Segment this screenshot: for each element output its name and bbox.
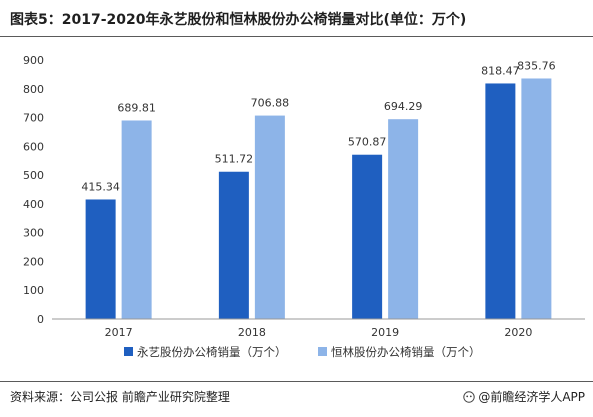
value-label: 706.88	[251, 97, 290, 110]
value-label: 511.72	[215, 153, 254, 166]
legend-swatch	[318, 347, 327, 356]
y-tick-label: 600	[23, 140, 44, 153]
bar-yongyi	[218, 171, 249, 319]
legend-label: 永艺股份办公椅销量（万个）	[137, 345, 287, 359]
x-axis: 2017 2018 2019 2020	[105, 326, 533, 339]
value-label: 415.34	[81, 180, 120, 193]
bar-henglin	[254, 115, 285, 319]
x-tick-label: 2017	[105, 326, 133, 339]
y-tick-label: 200	[23, 255, 44, 268]
value-label: 818.47	[481, 64, 520, 77]
value-label: 694.29	[384, 100, 423, 113]
y-tick-label: 0	[37, 313, 44, 326]
bar-henglin	[388, 119, 419, 320]
legend: 永艺股份办公椅销量（万个） 恒林股份办公椅销量（万个）	[124, 345, 481, 359]
y-tick-label: 800	[23, 83, 44, 96]
bar-henglin	[521, 78, 552, 319]
y-tick-label: 900	[23, 54, 44, 67]
source-note: 资料来源：公司公报 前瞻产业研究院整理	[10, 390, 230, 404]
chart-title: 图表5：2017-2020年永艺股份和恒林股份办公椅销量对比(单位：万个)	[10, 12, 467, 28]
value-label: 689.81	[117, 101, 156, 114]
y-tick-label: 500	[23, 169, 44, 182]
bar-henglin	[121, 120, 152, 320]
credit: @前瞻经济学人APP	[463, 388, 585, 405]
bars	[85, 78, 552, 320]
y-tick-label: 100	[23, 284, 44, 297]
y-tick-label: 700	[23, 112, 44, 125]
x-tick-label: 2018	[238, 326, 266, 339]
wechat-icon	[463, 390, 476, 403]
y-axis: 0 100 200 300 400 500 600 700 800 900	[23, 54, 44, 326]
bar-yongyi	[485, 83, 516, 319]
legend-label: 恒林股份办公椅销量（万个）	[331, 345, 481, 359]
value-labels: 415.34 689.81 511.72 706.88 570.87 694.29 818.…	[81, 59, 555, 193]
legend-swatch	[124, 347, 133, 356]
x-tick-label: 2019	[371, 326, 399, 339]
footer-divider	[0, 381, 593, 382]
bar-yongyi	[85, 199, 116, 319]
x-tick-label: 2020	[504, 326, 532, 339]
y-tick-label: 300	[23, 227, 44, 240]
y-tick-label: 400	[23, 198, 44, 211]
title-divider	[0, 36, 593, 37]
bar-chart: 0 100 200 300 400 500 600 700 800 900 415.34 689.8…	[23, 54, 585, 359]
value-label: 835.76	[517, 59, 556, 72]
credit-text: @前瞻经济学人APP	[478, 390, 585, 404]
value-label: 570.87	[348, 136, 387, 149]
bar-yongyi	[352, 154, 383, 319]
